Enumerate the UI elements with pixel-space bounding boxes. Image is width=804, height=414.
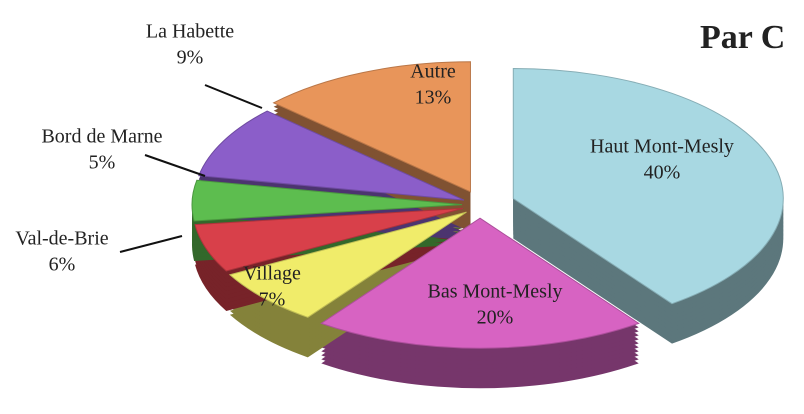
leader-line xyxy=(119,235,183,253)
slice-label: Autre xyxy=(410,61,456,83)
slice-label: Val-de-Brie xyxy=(15,228,108,250)
slice xyxy=(272,61,471,193)
slice xyxy=(191,179,463,222)
slice-value: 13% xyxy=(415,87,452,109)
slice-label: La Habette xyxy=(146,21,234,43)
slice-value: 20% xyxy=(477,307,514,329)
slice-label: Village xyxy=(243,263,301,285)
slice-label: Haut Mont-Mesly xyxy=(590,136,734,158)
slice-value: 40% xyxy=(644,162,681,184)
slice xyxy=(228,211,467,318)
slice-value: 5% xyxy=(89,152,116,174)
chart-title: Par C xyxy=(700,19,785,56)
leader-line xyxy=(204,84,263,109)
slice-label: Bord de Marne xyxy=(41,126,162,148)
slice-value: 7% xyxy=(259,289,286,311)
slice-label: Bas Mont-Mesly xyxy=(428,281,563,303)
slice xyxy=(198,110,465,201)
slice-value: 9% xyxy=(177,47,204,69)
leader-line xyxy=(144,154,206,177)
slice xyxy=(512,68,784,305)
slice-value: 6% xyxy=(49,254,76,276)
slice xyxy=(194,207,464,272)
slice xyxy=(320,217,640,349)
